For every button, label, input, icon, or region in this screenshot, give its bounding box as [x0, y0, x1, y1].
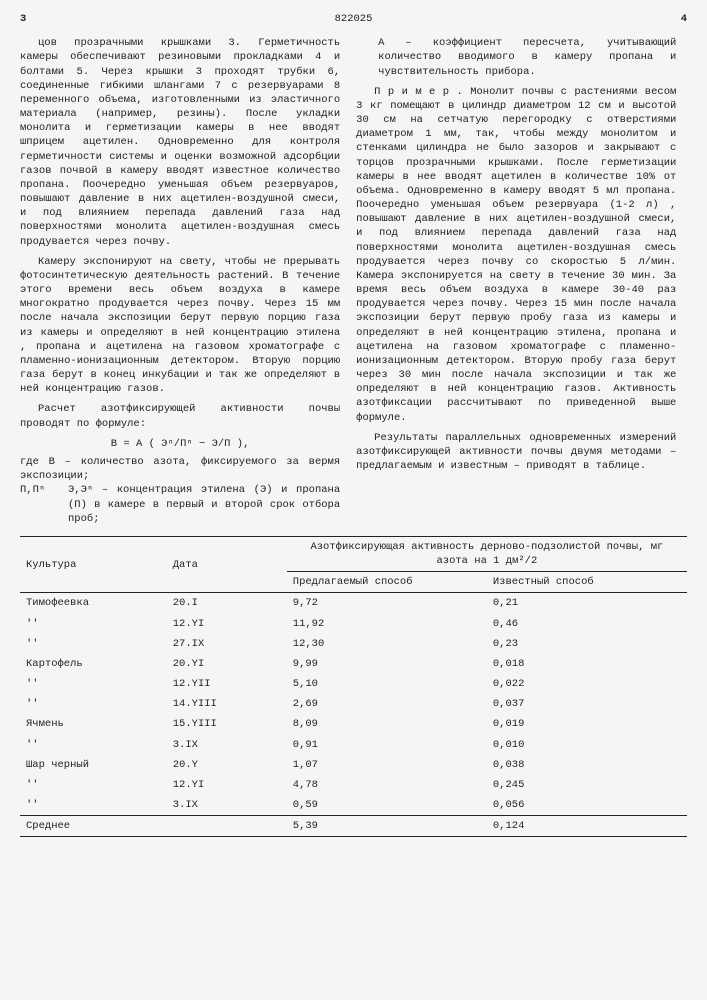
- left-para-1: цов прозрачными крышками 3. Герметичност…: [20, 36, 340, 249]
- where-e: Э,Эⁿ – концентрация этилена (Э) и пропан…: [68, 483, 340, 526]
- table-row: ''12.YI4,780,245: [20, 775, 687, 795]
- right-para-2: Результаты параллельных одновременных из…: [356, 431, 676, 474]
- where-e-label: П,Пⁿ: [20, 483, 68, 526]
- left-para-3: Расчет азотфиксирующей активности почвы …: [20, 402, 340, 430]
- table-row: Шар черный20.Y1,070,038: [20, 755, 687, 775]
- formula: B = A ( Эⁿ/Пⁿ − Э/П ),: [20, 437, 340, 451]
- table-row: ''14.YIII2,690,037: [20, 694, 687, 714]
- left-column: цов прозрачными крышками 3. Герметичност…: [20, 36, 340, 526]
- left-para-2: Камеру экспонируют на свету, чтобы не пр…: [20, 255, 340, 397]
- table-row: ''3.IX0,590,056: [20, 795, 687, 816]
- th-culture: Культура: [20, 536, 167, 593]
- page-number-right: 4: [681, 12, 687, 26]
- th-known: Известный способ: [487, 572, 687, 593]
- page-header: 3 822025 4: [20, 12, 687, 26]
- table-row: ''3.IX0,910,010: [20, 735, 687, 755]
- table-row: ''12.YI11,920,46: [20, 614, 687, 634]
- results-table: Культура Дата Азотфиксирующая активность…: [20, 536, 687, 838]
- document-number: 822025: [26, 12, 680, 26]
- table-row: Ячмень15.YIII8,090,019: [20, 714, 687, 734]
- table-body: Тимофеевка20.I9,720,21 ''12.YI11,920,46 …: [20, 593, 687, 816]
- a-label: [356, 36, 378, 79]
- right-column: A – коэффициент пересчета, учитывающий к…: [356, 36, 676, 526]
- table-row: Тимофеевка20.I9,720,21: [20, 593, 687, 614]
- text-columns: цов прозрачными крышками 3. Герметичност…: [20, 36, 687, 526]
- table-row: ''27.IX12,300,23: [20, 634, 687, 654]
- a-definition: A – коэффициент пересчета, учитывающий к…: [378, 36, 676, 79]
- table-row: ''12.YII5,100,022: [20, 674, 687, 694]
- table-footer-row: Среднее 5,39 0,124: [20, 816, 687, 837]
- where-b: где B – количество азота, фиксируемого з…: [20, 455, 340, 483]
- th-date: Дата: [167, 536, 287, 593]
- th-proposed: Предлагаемый способ: [287, 572, 487, 593]
- table-row: Картофель20.YI9,990,018: [20, 654, 687, 674]
- th-activity: Азотфиксирующая активность дерново-подзо…: [287, 536, 687, 571]
- right-para-1: П р и м е р . Монолит почвы с растениями…: [356, 85, 676, 425]
